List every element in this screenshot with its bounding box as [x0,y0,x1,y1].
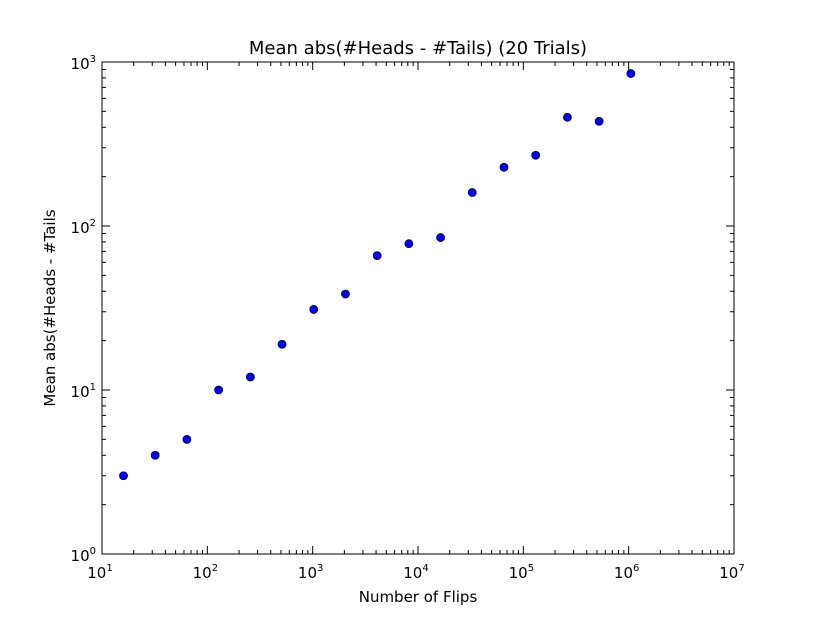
y-tick-label: 100 [71,546,96,565]
x-tick-label-base: 10 [298,564,317,582]
x-tick-label-exponent: 4 [422,563,428,574]
data-point [150,450,160,460]
chart-title: Mean abs(#Heads - #Tails) (20 Trials) [249,38,587,59]
x-axis-label: Number of Flips [359,588,478,606]
x-tick-label-base: 10 [193,564,212,582]
data-point [372,251,382,260]
y-tick-label-base: 10 [71,383,90,401]
x-tick-label: 106 [614,563,639,582]
data-point [626,69,636,78]
x-tick-label: 104 [403,563,428,582]
y-tick-label-exponent: 1 [90,382,96,393]
x-tick-label: 101 [87,563,112,582]
x-tick-label: 107 [719,563,744,582]
data-point [182,434,192,444]
y-axis-label: Mean abs(#Heads - #Tails [41,209,59,406]
x-tick-label-exponent: 1 [106,563,112,574]
y-tick-label: 102 [71,218,96,237]
y-tick-label: 103 [71,54,96,73]
y-tick-label-base: 10 [71,547,90,565]
points-layer [119,69,636,481]
y-tick-label-base: 10 [71,55,90,73]
data-point [214,385,224,395]
data-point [436,233,445,242]
data-point [594,116,604,126]
y-tick-label: 101 [71,382,96,401]
data-point [404,239,414,249]
x-tick-label-base: 10 [87,564,106,582]
data-point [467,188,477,197]
data-point [531,150,541,160]
x-tick-label-base: 10 [614,564,633,582]
x-tick-label-exponent: 7 [738,563,744,574]
data-point [499,162,509,172]
data-point [119,471,128,481]
x-tick-label-exponent: 5 [528,563,534,574]
x-tick-label-exponent: 3 [317,563,323,574]
x-tick-label: 103 [298,563,323,582]
data-point [563,112,572,122]
data-point [341,289,350,299]
data-point [309,305,319,314]
x-tick-label-exponent: 6 [633,563,639,574]
x-tick-label-exponent: 2 [212,563,218,574]
x-tick-label: 105 [509,563,534,582]
data-point [245,372,255,382]
x-tick-label-base: 10 [403,564,422,582]
y-tick-label-exponent: 2 [90,218,96,229]
x-tick-label: 102 [193,563,218,582]
y-tick-label-base: 10 [71,219,90,237]
data-point [277,339,287,349]
x-tick-label-base: 10 [719,564,738,582]
plot-frame [101,61,735,555]
x-tick-label-base: 10 [509,564,528,582]
y-tick-label-exponent: 3 [90,54,96,65]
y-tick-label-exponent: 0 [90,546,96,557]
